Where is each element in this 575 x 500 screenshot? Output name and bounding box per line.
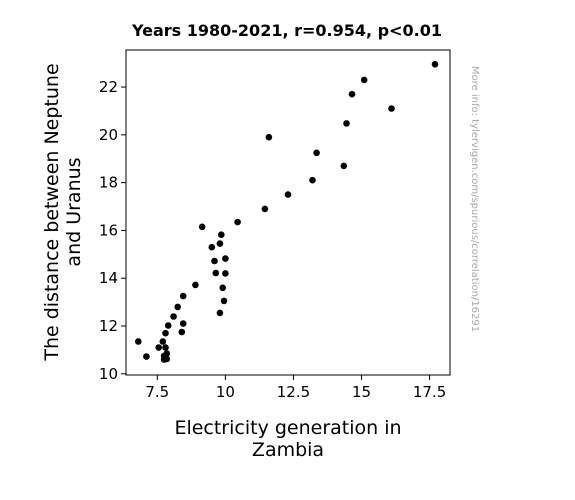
data-point-10 — [164, 322, 172, 329]
data-point-14 — [179, 320, 187, 327]
data-point-13 — [178, 328, 186, 336]
y-tick-label-1: 12 — [99, 317, 118, 335]
data-point-28 — [234, 218, 241, 226]
data-point-26 — [222, 255, 229, 262]
data-point-11 — [170, 313, 177, 320]
data-point-2 — [155, 344, 162, 351]
data-point-37 — [360, 76, 368, 84]
x-tick-label-0: 7.5 — [145, 383, 169, 401]
y-axis-label-line-1: The distance between Neptune — [41, 63, 63, 361]
data-point-24 — [219, 284, 226, 292]
data-point-32 — [309, 176, 316, 184]
data-point-38 — [388, 105, 395, 112]
x-tick-label-1: 10 — [216, 383, 235, 401]
data-point-19 — [211, 257, 218, 265]
data-point-0 — [135, 338, 142, 345]
x-axis-label-line-1: Electricity generation in — [174, 417, 401, 439]
data-point-9 — [163, 355, 171, 363]
y-axis-ticks: 10 12 14 16 18 20 22 — [99, 78, 126, 383]
y-tick-label-4: 18 — [99, 174, 118, 192]
data-point-18 — [208, 243, 216, 251]
data-point-1 — [143, 353, 150, 360]
data-point-17 — [198, 223, 206, 231]
data-point-12 — [174, 303, 181, 311]
data-point-6 — [162, 329, 169, 337]
data-point-29 — [261, 205, 269, 213]
data-point-25 — [220, 297, 228, 305]
data-point-30 — [265, 133, 273, 141]
x-tick-label-4: 17.5 — [413, 383, 446, 401]
plot-frame — [125, 49, 451, 376]
data-point-22 — [216, 240, 224, 247]
y-tick-label-5: 20 — [99, 126, 118, 144]
data-point-7 — [162, 344, 169, 351]
y-tick-label-0: 10 — [99, 365, 118, 383]
data-point-27 — [222, 270, 229, 277]
x-axis-ticks: 7.5 10 12.5 15 17.5 — [145, 375, 446, 401]
data-point-20 — [212, 269, 220, 277]
data-point-39 — [431, 61, 439, 68]
x-tick-label-3: 15 — [352, 383, 371, 401]
data-point-36 — [348, 90, 356, 98]
data-point-31 — [284, 191, 292, 198]
data-point-15 — [179, 292, 187, 300]
data-point-21 — [216, 309, 224, 317]
x-axis-label-line-2: Zambia — [252, 439, 324, 461]
data-point-35 — [343, 120, 350, 127]
source-watermark: More info: tylervigen.com/spurious/corre… — [469, 66, 480, 332]
y-tick-label-3: 16 — [99, 221, 118, 239]
data-point-16 — [192, 281, 199, 289]
data-point-34 — [340, 162, 348, 170]
data-point-23 — [218, 231, 225, 238]
data-point-33 — [313, 149, 320, 157]
x-tick-label-2: 12.5 — [277, 383, 310, 401]
data-point-8 — [163, 350, 171, 357]
y-tick-label-2: 14 — [99, 269, 118, 287]
y-axis-label-line-2: and Uranus — [63, 157, 85, 266]
chart-title: Years 1980-2021, r=0.954, p<0.01 — [131, 21, 442, 40]
y-tick-label-6: 22 — [99, 78, 118, 96]
data-points — [135, 61, 439, 363]
data-point-3 — [159, 338, 167, 345]
